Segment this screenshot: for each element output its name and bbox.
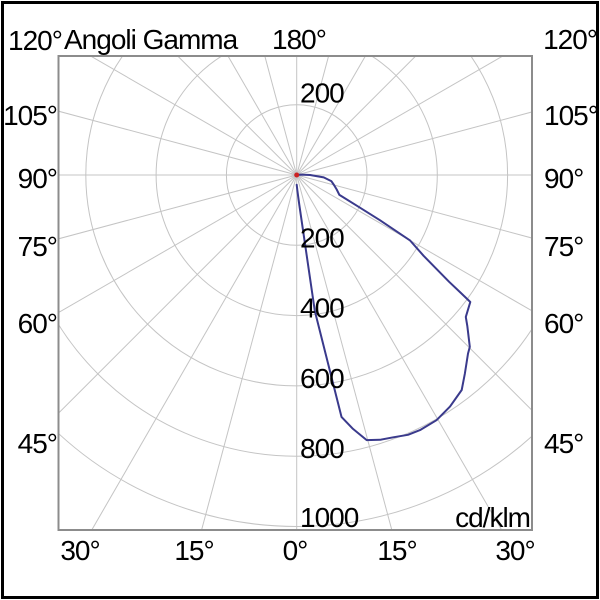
grid-spoke-135 xyxy=(296,56,417,176)
radial-label-600: 600 xyxy=(300,363,344,394)
gamma-label-left-105: 105° xyxy=(3,100,57,131)
grid-spoke-225 xyxy=(176,56,298,176)
grid-circle-200 xyxy=(225,104,368,246)
grid-spoke-150 xyxy=(296,56,366,176)
grid-spoke-255 xyxy=(58,110,297,176)
radial-label-1000: 1000 xyxy=(300,502,359,533)
gamma-label-bottom-0: 30° xyxy=(60,535,99,566)
grid-spoke-315 xyxy=(58,174,298,414)
radial-label-top-200: 200 xyxy=(300,78,344,109)
gamma-label-bottom-4: 30° xyxy=(495,535,534,566)
gamma-label-bottom-1: 15° xyxy=(174,535,213,566)
grid-spoke-105 xyxy=(296,111,532,176)
gamma-label-left-90: 90° xyxy=(18,163,57,194)
grid-spoke-240 xyxy=(89,56,297,176)
gamma-label-left-75: 75° xyxy=(18,231,57,262)
grid-spoke-195 xyxy=(264,56,298,176)
grid-spoke-75 xyxy=(296,174,532,239)
curves-layer xyxy=(294,172,472,442)
grid-spoke-30 xyxy=(296,174,503,530)
gamma-label-left-45: 45° xyxy=(18,428,57,459)
grid-spoke-210 xyxy=(227,56,298,176)
grid-spoke-45 xyxy=(296,174,532,412)
gamma-label-top-right: 120° xyxy=(543,24,598,55)
gamma-label-right-105: 105° xyxy=(544,100,598,131)
gamma-label-top-center: 180° xyxy=(272,24,327,55)
plot-border-rect xyxy=(57,55,533,531)
radial-label-400: 400 xyxy=(300,293,344,324)
center-marker-icon xyxy=(294,172,300,178)
grid-spoke-300 xyxy=(58,174,297,314)
gamma-label-left-60: 60° xyxy=(18,308,57,339)
unit-label: cd/klm xyxy=(455,502,531,533)
gamma-label-right-45: 45° xyxy=(544,428,583,459)
grid-circle-600 xyxy=(85,56,509,387)
grid-circle-1000 xyxy=(58,432,532,527)
radial-label-200: 200 xyxy=(300,222,344,253)
gamma-label-bottom-3: 15° xyxy=(377,535,416,566)
grid-spoke-345 xyxy=(201,174,298,530)
grid-spoke-120 xyxy=(296,56,504,176)
gamma-label-right-60: 60° xyxy=(544,308,583,339)
grid-spoke-330 xyxy=(91,174,298,530)
gamma-label-right-90: 90° xyxy=(544,163,583,194)
gamma-label-bottom-2: 0° xyxy=(283,535,308,566)
grid-circle-800 xyxy=(58,323,532,457)
grid-spoke-285 xyxy=(58,174,297,240)
gamma-label-top-left: 120° xyxy=(8,25,63,56)
axis-labels-layer: 105° 105° 90° 90° 75° 75° 60° 60° 45° 45° 30° 15° 0°… xyxy=(3,78,599,566)
grid-spoke-165 xyxy=(296,56,330,176)
grid-spoke-60 xyxy=(296,174,532,312)
gamma-label-right-75: 75° xyxy=(544,231,583,262)
grid-circle-400 xyxy=(155,56,438,317)
chart-title: Angoli Gamma xyxy=(64,24,238,55)
grid-spoke-15 xyxy=(296,174,393,530)
radial-label-800: 800 xyxy=(300,433,344,464)
intensity-curve xyxy=(295,173,472,442)
